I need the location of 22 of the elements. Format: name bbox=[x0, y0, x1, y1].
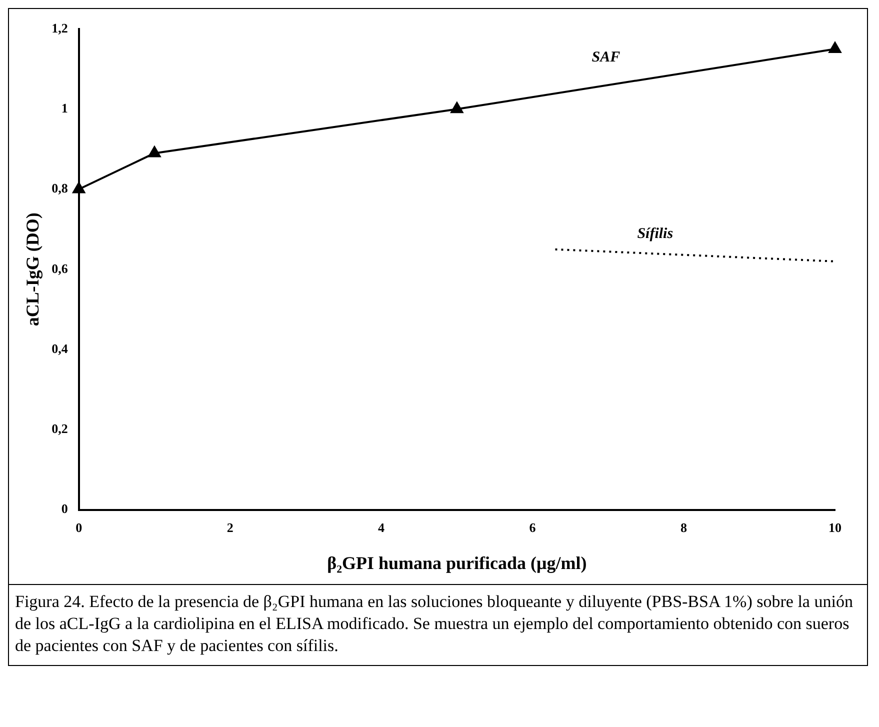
x-tick-label: 0 bbox=[76, 520, 82, 535]
point bbox=[450, 102, 464, 114]
y-tick-label: 0,4 bbox=[52, 340, 68, 356]
series-label: SAF bbox=[592, 49, 620, 66]
text: Figura 24. Efecto de la presencia de β₂GPI humana en las soluciones bloqueante y diluyente (PBS-BSA 1%) sobre la unión de los aCL-IgG a la cardiolipina en el ELISA modificado. Se muestra un ejemplo del comportamiento obtenido con sueros de pacientes con SAF y de pacientes con sífilis. bbox=[15, 591, 854, 657]
y-tick-label: 1,2 bbox=[52, 20, 68, 36]
y-tick-label: 1 bbox=[61, 100, 68, 116]
x-tick-label: 8 bbox=[680, 520, 688, 535]
point bbox=[72, 182, 86, 194]
y-tick-label: 0 bbox=[61, 501, 68, 516]
series-label: Sífilis bbox=[637, 226, 674, 242]
x-tick-label: 6 bbox=[529, 520, 536, 535]
y-axis-title: aCL-IgG (DO) bbox=[22, 212, 42, 326]
x-axis-title: β₂GPI humana purificada (μg/ml) bbox=[327, 552, 587, 573]
point bbox=[828, 42, 842, 54]
y-tick-label: 0,6 bbox=[52, 260, 68, 276]
y-tick-label: 0,2 bbox=[52, 421, 68, 436]
y-tick-label: 0,8 bbox=[52, 180, 68, 196]
point bbox=[148, 146, 161, 158]
x-tick-label: 2 bbox=[226, 520, 234, 535]
x-tick-label: 4 bbox=[378, 520, 386, 535]
x-tick-label: 10 bbox=[828, 520, 842, 535]
